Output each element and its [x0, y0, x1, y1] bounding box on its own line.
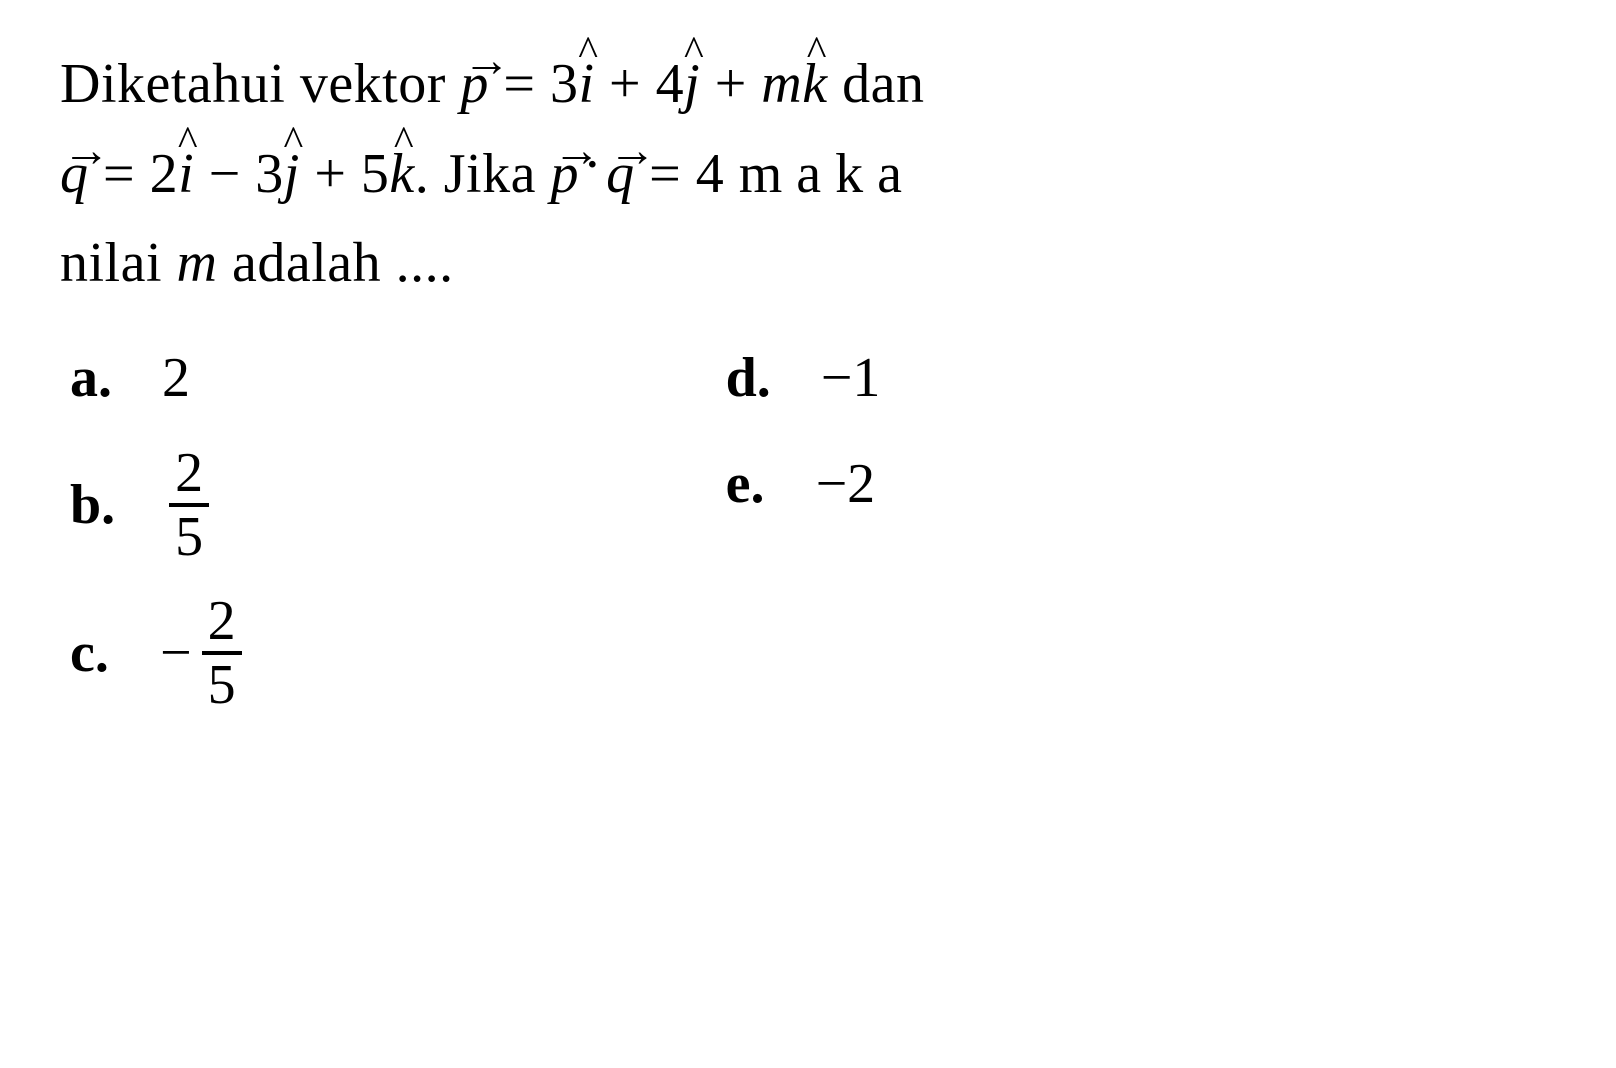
text-diketahui: Diketahui vektor: [60, 53, 460, 115]
var-m: m: [177, 232, 218, 294]
option-value: 2: [162, 339, 190, 417]
text-adalah: adalah ....: [217, 232, 453, 294]
option-letter: c.: [70, 614, 110, 692]
option-d: d. −1: [726, 339, 881, 417]
dot-product-icon: ·: [579, 134, 606, 196]
vec-arrow-icon: →: [463, 23, 511, 99]
vec-arrow-icon: →: [609, 113, 657, 189]
option-b: b. 2 5: [70, 445, 246, 565]
fraction-denominator: 5: [169, 503, 209, 565]
k-hat: ^k: [389, 130, 414, 220]
hat-icon: ^: [283, 109, 301, 176]
option-value: 2 5: [165, 445, 213, 565]
fraction-denominator: 5: [202, 651, 242, 713]
minus-3: − 3: [194, 143, 284, 205]
j-hat: ^j: [684, 40, 700, 130]
text-jika: . Jika: [415, 143, 551, 205]
option-letter: d.: [726, 339, 771, 417]
fraction: 2 5: [169, 445, 209, 565]
option-c: c. − 2 5: [70, 593, 246, 713]
options-container: a. 2 b. 2 5 c. − 2 5 d.: [60, 339, 1556, 713]
vector-q: →q: [606, 130, 635, 220]
plus-5: + 5: [300, 143, 390, 205]
j-hat: ^j: [284, 130, 300, 220]
question-line-3: nilai m adalah ....: [60, 219, 1556, 309]
vec-arrow-icon: →: [62, 113, 110, 189]
negative-sign: −: [160, 614, 192, 692]
options-col-left: a. 2 b. 2 5 c. − 2 5: [70, 339, 246, 713]
option-letter: a.: [70, 339, 112, 417]
vector-p: →p: [460, 40, 489, 130]
i-hat: ^i: [178, 130, 194, 220]
option-value: −2: [816, 445, 876, 523]
option-letter: b.: [70, 466, 115, 544]
fraction: 2 5: [202, 593, 242, 713]
plus-4: + 4: [595, 53, 685, 115]
hat-icon: ^: [393, 109, 411, 176]
hat-icon: ^: [683, 19, 701, 86]
fraction-numerator: 2: [169, 445, 209, 503]
question-text: Diketahui vektor →p = 3^i + 4^j + m^k da…: [60, 40, 1556, 309]
fraction-numerator: 2: [202, 593, 242, 651]
option-letter: e.: [726, 445, 766, 523]
vector-p: →p: [550, 130, 579, 220]
var-m: m: [761, 53, 802, 115]
text-dan: dan: [828, 53, 925, 115]
k-hat: ^k: [802, 40, 827, 130]
option-a: a. 2: [70, 339, 246, 417]
hat-icon: ^: [806, 19, 824, 86]
plus-m: +: [700, 53, 761, 115]
option-value: − 2 5: [160, 593, 246, 713]
options-col-right: d. −1 e. −2: [726, 339, 881, 713]
text-nilai: nilai: [60, 232, 177, 294]
option-value: −1: [821, 339, 881, 417]
text-maka: maka: [739, 143, 916, 205]
question-line-2: →q = 2^i − 3^j + 5^k. Jika →p·→q = 4 mak…: [60, 130, 1556, 220]
option-e: e. −2: [726, 445, 881, 523]
vector-q: →q: [60, 130, 89, 220]
hat-icon: ^: [577, 19, 595, 86]
hat-icon: ^: [177, 109, 195, 176]
